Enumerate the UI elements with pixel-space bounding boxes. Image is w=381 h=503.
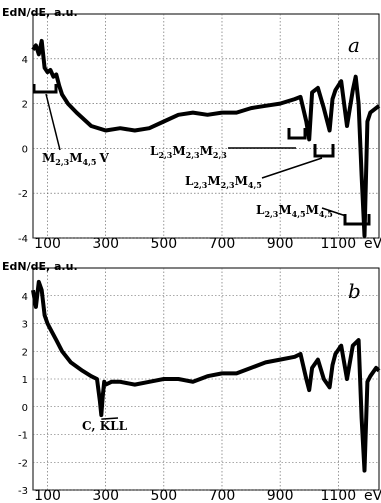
x-tick-label: 1100 bbox=[320, 236, 356, 252]
leader-l23m45m45 bbox=[321, 207, 347, 217]
label-l23m45m45: L2,3M4,5M4,5 bbox=[256, 203, 333, 219]
leader-ckll bbox=[101, 417, 119, 420]
x-tick-label: 300 bbox=[92, 236, 119, 252]
x-tick-label: 100 bbox=[34, 488, 61, 503]
panel-b-ylabel: EdN/dE, a.u. bbox=[2, 260, 78, 273]
y-tick-label: -4 bbox=[18, 234, 28, 245]
x-tick-label: 100 bbox=[34, 236, 61, 252]
panel-b: 100 300 500 700 900 1100 -3 -2 -1 0 1 2 3 4 EdN/dE, a… bbox=[2, 260, 381, 503]
y-tick-label: 2 bbox=[22, 347, 28, 358]
leader-m23m45v bbox=[45, 93, 61, 151]
panel-b-annotation-ckll: C, KLL bbox=[82, 417, 128, 433]
x-tick-label: 500 bbox=[150, 236, 177, 252]
panel-b-xunit: eV bbox=[364, 488, 381, 503]
x-tick-label: 900 bbox=[267, 488, 294, 503]
leader-l23m23m45 bbox=[261, 157, 323, 179]
panel-b-ticks: 100 300 500 700 900 1100 -3 -2 -1 0 1 2 3 4 bbox=[18, 292, 356, 503]
panel-a-label: a bbox=[348, 33, 360, 57]
panel-a-ticks: 100 300 500 700 900 1100 -4 -2 0 2 4 bbox=[18, 55, 356, 252]
panel-b-label: b bbox=[348, 279, 361, 303]
y-tick-label: 2 bbox=[22, 100, 28, 111]
x-tick-label: 900 bbox=[267, 236, 294, 252]
x-tick-label: 500 bbox=[150, 488, 177, 503]
panel-a-annotation-l23m23m45: L2,3M2,3M4,5 bbox=[185, 144, 335, 190]
y-tick-label: 0 bbox=[22, 144, 28, 155]
bracket-l23m23m23 bbox=[287, 128, 307, 140]
y-tick-label: -3 bbox=[18, 486, 28, 497]
y-tick-label: -2 bbox=[18, 458, 28, 469]
panel-a-annotation-l23m23m23: L2,3M2,3M2,3 bbox=[150, 128, 307, 160]
x-tick-label: 300 bbox=[92, 488, 119, 503]
label-m23m45v: M2,3M4,5 V bbox=[42, 151, 109, 167]
panel-b-grid bbox=[33, 268, 379, 491]
label-ckll: C, KLL bbox=[82, 419, 128, 433]
y-tick-label: 0 bbox=[22, 403, 28, 414]
y-tick-label: -1 bbox=[18, 431, 28, 442]
bracket-l23m45m45 bbox=[343, 214, 371, 226]
y-tick-label: 3 bbox=[22, 320, 28, 331]
x-tick-label: 700 bbox=[209, 488, 236, 503]
y-tick-label: 4 bbox=[22, 292, 28, 303]
bracket-l23m23m45 bbox=[313, 144, 335, 158]
panel-a-annotation-m23m45v: M2,3M4,5 V bbox=[32, 84, 109, 167]
label-l23m23m23: L2,3M2,3M2,3 bbox=[150, 144, 227, 160]
x-tick-label: 700 bbox=[209, 236, 236, 252]
panel-a-ylabel: EdN/dE, a.u. bbox=[2, 6, 78, 19]
x-tick-label: 1100 bbox=[320, 488, 356, 503]
y-tick-label: 4 bbox=[22, 55, 28, 66]
y-tick-label: 1 bbox=[22, 375, 28, 386]
panel-a-annotation-l23m45m45: L2,3M4,5M4,5 bbox=[256, 203, 371, 226]
panel-b-series-line bbox=[31, 279, 381, 473]
bracket-m23m45v bbox=[32, 84, 58, 94]
panel-a-xunit: eV bbox=[364, 236, 381, 252]
panel-a-series-line bbox=[31, 38, 381, 238]
y-tick-label: -2 bbox=[18, 189, 28, 200]
panel-a-grid bbox=[33, 14, 379, 239]
label-l23m23m45: L2,3M2,3M4,5 bbox=[185, 174, 262, 190]
